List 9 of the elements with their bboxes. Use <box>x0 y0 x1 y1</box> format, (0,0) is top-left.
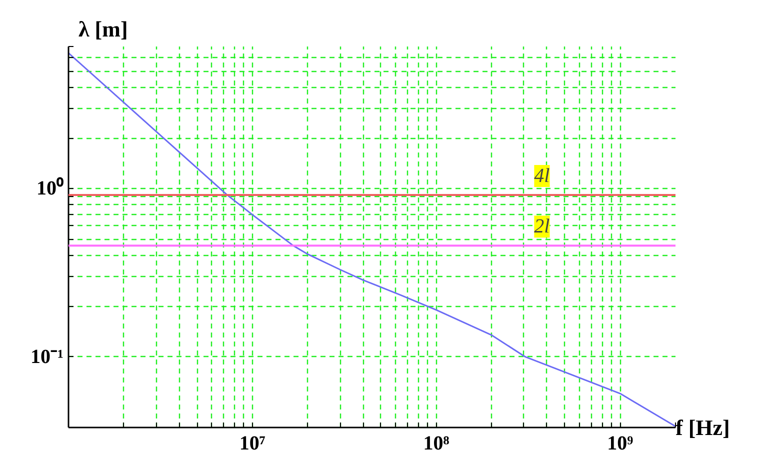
x-tick-label: 10⁹ <box>607 432 634 454</box>
ref-line-label: 4l <box>534 164 550 187</box>
ref-line-label: 2l <box>534 216 550 238</box>
y-tick-label: 10⁰ <box>36 176 64 200</box>
x-tick-label: 10⁸ <box>423 432 450 454</box>
x-tick-label: 10⁷ <box>239 432 266 454</box>
y-axis-title: λ [m] <box>78 16 128 42</box>
y-tick-label: 10⁻¹ <box>30 346 64 368</box>
x-axis-title: f [Hz] <box>676 415 730 440</box>
